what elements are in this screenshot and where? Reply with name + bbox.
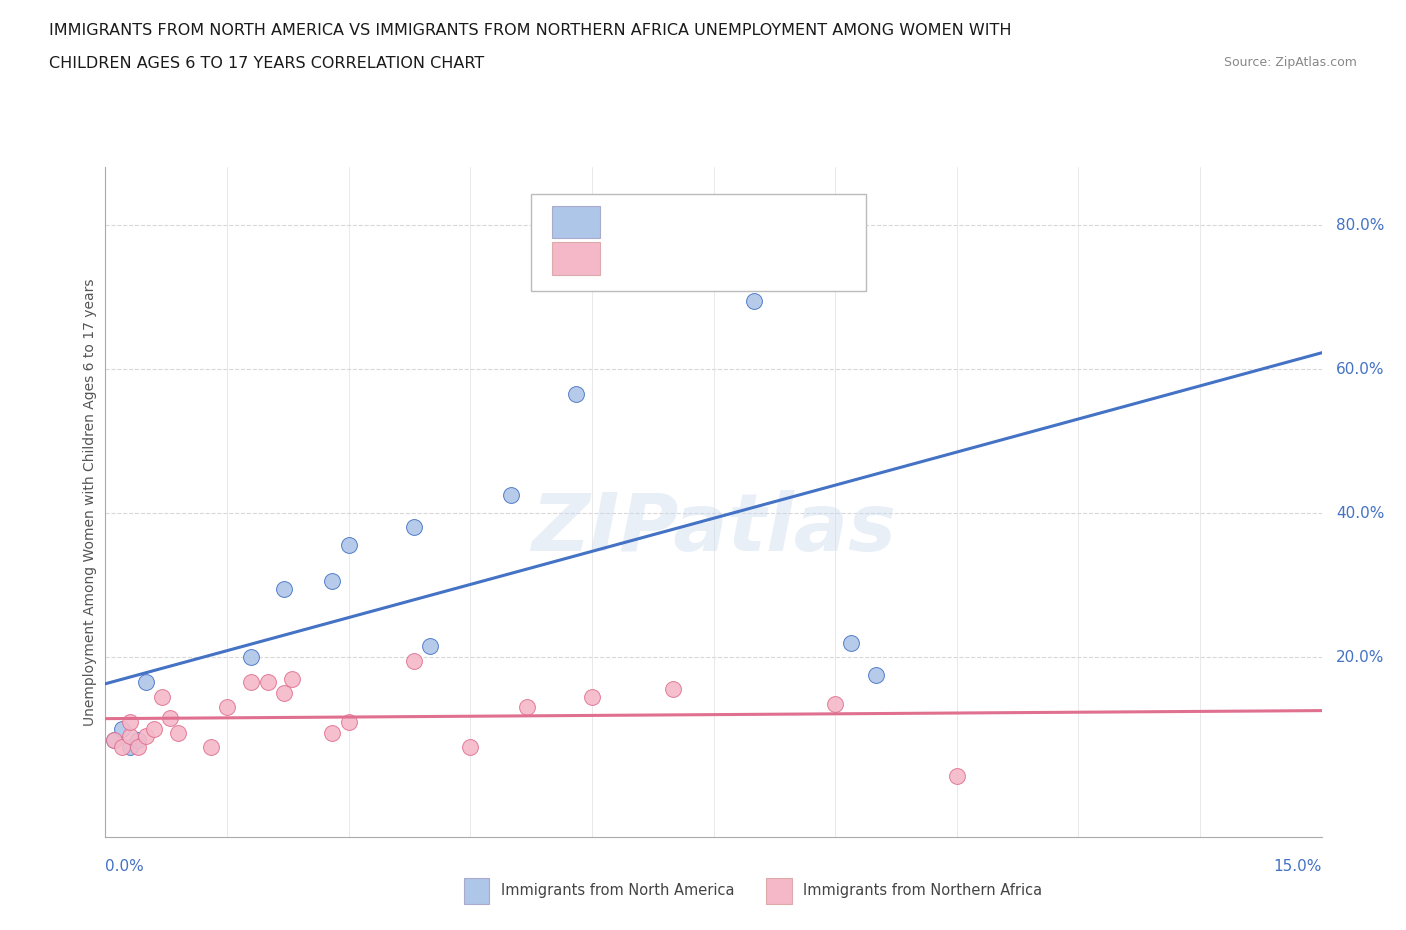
Point — [217, 700, 239, 715]
Point — [458, 739, 481, 754]
Point — [321, 574, 343, 589]
Text: 80.0%: 80.0% — [1336, 218, 1385, 232]
Text: Immigrants from Northern Africa: Immigrants from Northern Africa — [803, 884, 1042, 898]
Point — [402, 520, 425, 535]
Y-axis label: Unemployment Among Women with Children Ages 6 to 17 years: Unemployment Among Women with Children A… — [83, 278, 97, 726]
Text: CHILDREN AGES 6 TO 17 YEARS CORRELATION CHART: CHILDREN AGES 6 TO 17 YEARS CORRELATION … — [49, 56, 485, 71]
Text: R =  0.347   N = 16: R = 0.347 N = 16 — [616, 217, 786, 234]
Point — [111, 739, 134, 754]
FancyBboxPatch shape — [551, 243, 600, 274]
Point — [167, 725, 190, 740]
Point — [103, 732, 125, 747]
FancyBboxPatch shape — [531, 194, 866, 291]
Point — [118, 739, 141, 754]
Text: IMMIGRANTS FROM NORTH AMERICA VS IMMIGRANTS FROM NORTHERN AFRICA UNEMPLOYMENT AM: IMMIGRANTS FROM NORTH AMERICA VS IMMIGRA… — [49, 23, 1012, 38]
Point — [127, 732, 149, 747]
Point — [865, 668, 887, 683]
Point — [662, 682, 685, 697]
Point — [824, 697, 846, 711]
Text: Source: ZipAtlas.com: Source: ZipAtlas.com — [1223, 56, 1357, 69]
Point — [111, 722, 134, 737]
Point — [150, 689, 173, 704]
Point — [273, 685, 295, 700]
Point — [337, 538, 360, 552]
Point — [143, 722, 166, 737]
Point — [118, 729, 141, 744]
Point — [240, 649, 263, 664]
Text: 20.0%: 20.0% — [1336, 649, 1385, 665]
Point — [240, 675, 263, 690]
Point — [127, 739, 149, 754]
Text: R = -0.144   N = 25: R = -0.144 N = 25 — [616, 252, 787, 271]
Point — [945, 768, 967, 783]
Point — [402, 653, 425, 668]
Point — [564, 387, 586, 402]
Point — [321, 725, 343, 740]
Point — [281, 671, 304, 686]
Point — [499, 487, 522, 502]
Point — [516, 700, 538, 715]
Point — [135, 729, 157, 744]
Text: 60.0%: 60.0% — [1336, 362, 1385, 377]
Point — [118, 714, 141, 729]
FancyBboxPatch shape — [551, 206, 600, 238]
Point — [159, 711, 181, 725]
Point — [135, 675, 157, 690]
Point — [841, 635, 863, 650]
Point — [337, 714, 360, 729]
Point — [419, 639, 441, 654]
Text: ZIPatlas: ZIPatlas — [531, 490, 896, 568]
Point — [200, 739, 222, 754]
Text: 40.0%: 40.0% — [1336, 506, 1385, 521]
Point — [742, 293, 765, 308]
Point — [256, 675, 278, 690]
Point — [103, 732, 125, 747]
Point — [273, 581, 295, 596]
Text: Immigrants from North America: Immigrants from North America — [501, 884, 734, 898]
Text: 15.0%: 15.0% — [1274, 859, 1322, 874]
Text: 0.0%: 0.0% — [105, 859, 145, 874]
Point — [581, 689, 603, 704]
